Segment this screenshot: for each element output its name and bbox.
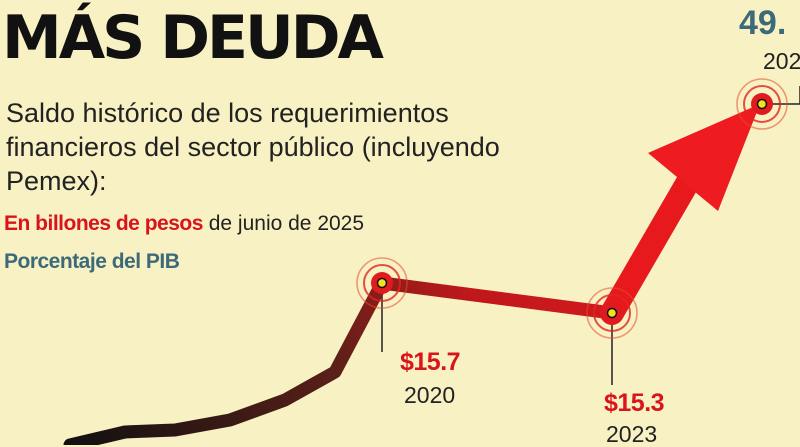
- legend-series-pesos: En billones de pesos de junio de 2025: [4, 212, 364, 236]
- year-label-2020: 2020: [404, 382, 456, 408]
- data-label-2023: $15.3: [604, 389, 665, 417]
- legend-series-pib-label: Porcentaje del PIB: [4, 250, 180, 273]
- chart-title: MÁS DEUDA: [2, 3, 384, 73]
- year-label-2023: 2023: [606, 421, 658, 447]
- marker-end: [736, 78, 788, 130]
- legend-series-pesos-suffix: de junio de 2025: [208, 212, 365, 235]
- legend-series-pesos-label: En billones de pesos: [4, 212, 203, 235]
- data-label-2020: $15.7: [400, 348, 461, 376]
- marker-2020: [356, 257, 408, 309]
- series-line: [63, 276, 619, 445]
- data-label-end: 49.: [739, 4, 787, 42]
- year-label-end: 202: [763, 48, 800, 74]
- trend-arrow-head: [648, 104, 760, 211]
- trend-arrow-shaft: [600, 170, 700, 325]
- marker-2023: [586, 287, 638, 339]
- legend-series-pib: Porcentaje del PIB: [4, 250, 180, 274]
- chart-subtitle: Saldo histórico de los requerimientos fi…: [6, 98, 500, 196]
